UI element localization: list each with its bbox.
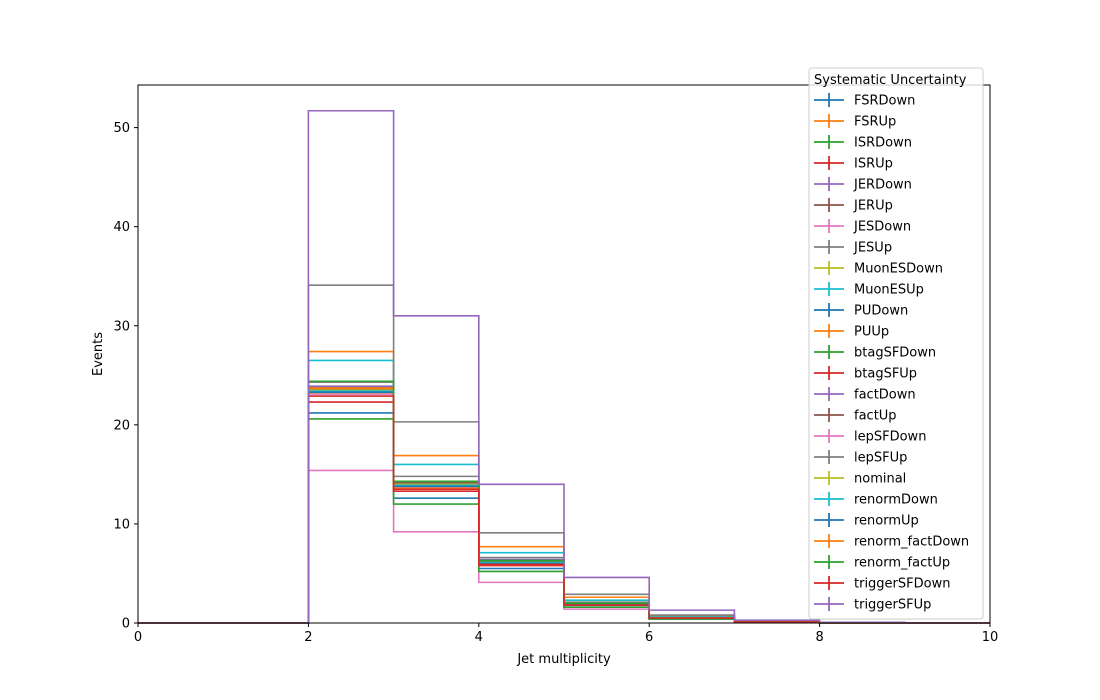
legend-entries: FSRDown FSRUp ISRDown ISRUp JERDown JERUp JESD…	[814, 93, 969, 613]
x-tick-label: 0	[134, 630, 142, 645]
legend-title: Systematic Uncertainty	[814, 73, 967, 88]
y-tick-label: 10	[113, 517, 130, 532]
legend-label: ISRUp	[854, 157, 893, 172]
y-tick-label: 50	[113, 121, 130, 136]
y-axis-ticks: 0 10 20 30 40 50	[113, 121, 138, 632]
legend-label: JESDown	[853, 220, 911, 235]
legend-label: renorm_factUp	[854, 556, 950, 571]
legend-label: renormUp	[854, 514, 919, 529]
series-triggerSFUp	[138, 109, 990, 624]
y-tick-label: 30	[113, 319, 130, 334]
legend-label: lepSFDown	[854, 430, 926, 445]
legend-label: JERUp	[853, 199, 893, 214]
x-axis-ticks: 0 2 4 6 8 10	[134, 623, 998, 645]
legend-label: lepSFUp	[854, 451, 907, 466]
legend-label: JESUp	[853, 241, 892, 256]
legend-label: factUp	[854, 409, 897, 424]
y-axis-label: Events	[91, 332, 106, 376]
x-tick-label: 8	[815, 630, 823, 645]
legend-label: FSRUp	[854, 115, 896, 130]
x-tick-label: 6	[645, 630, 653, 645]
legend-label: btagSFDown	[854, 346, 936, 361]
legend-label: ISRDown	[854, 136, 912, 151]
legend-label: MuonESUp	[854, 283, 924, 298]
x-tick-label: 2	[304, 630, 312, 645]
x-tick-label: 10	[982, 630, 999, 645]
legend-label: triggerSFUp	[854, 598, 931, 613]
legend-label: btagSFUp	[854, 367, 917, 382]
legend: Systematic Uncertainty FSRDown FSRUp ISRDo…	[808, 67, 984, 620]
legend-label: factDown	[854, 388, 916, 403]
y-tick-label: 20	[113, 418, 130, 433]
legend-label: renorm_factDown	[854, 535, 969, 550]
legend-label: FSRDown	[854, 94, 915, 109]
y-tick-label: 0	[122, 617, 130, 632]
legend-label: nominal	[854, 472, 906, 487]
legend-label: MuonESDown	[854, 262, 943, 277]
legend-label: PUDown	[854, 304, 908, 319]
x-axis-label: Jet multiplicity	[516, 652, 611, 667]
axes-frame	[137, 84, 991, 624]
legend-label: JERDown	[853, 178, 912, 193]
legend-label: triggerSFDown	[854, 577, 950, 592]
x-tick-label: 4	[475, 630, 483, 645]
y-tick-label: 40	[113, 220, 130, 235]
legend-box	[808, 67, 984, 620]
legend-label: PUUp	[854, 325, 889, 340]
legend-label: renormDown	[854, 493, 938, 508]
